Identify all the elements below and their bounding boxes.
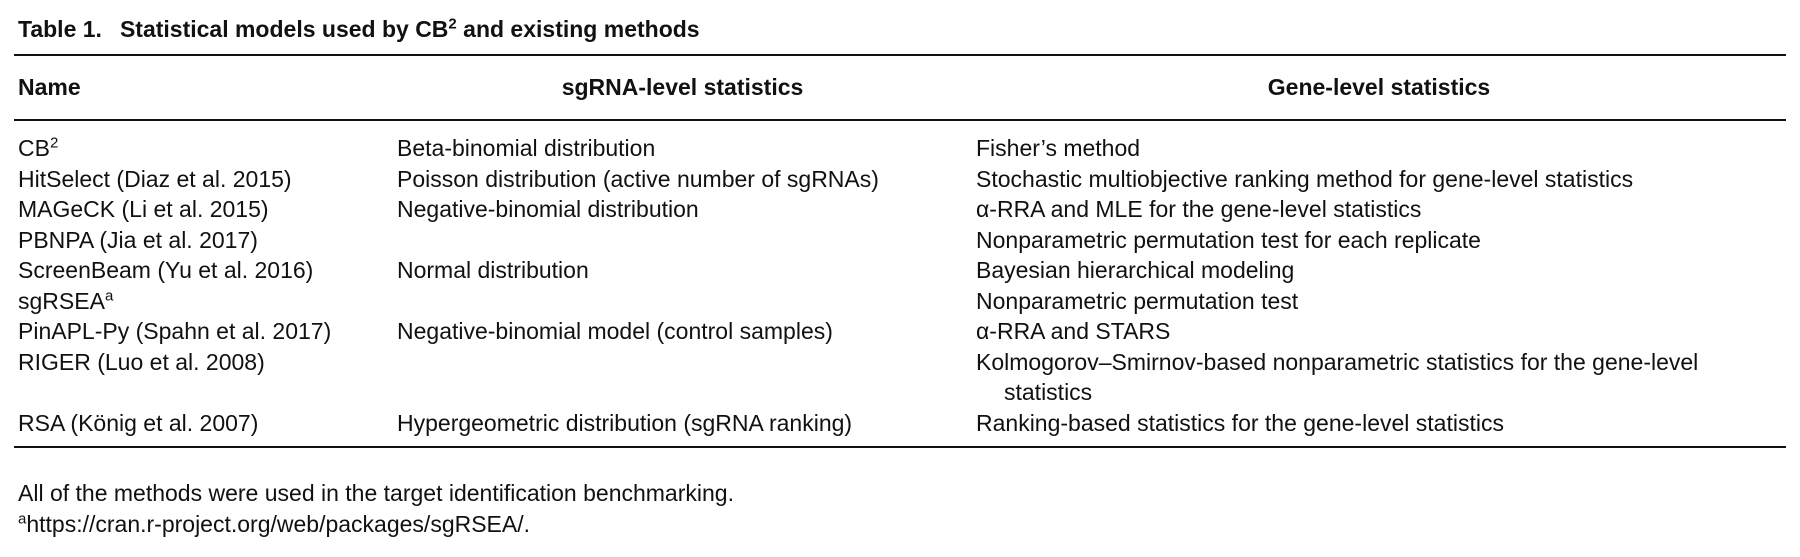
gene-text: Ranking-based statistics for the gene-le… bbox=[976, 409, 1504, 436]
footnote-url: https://cran.r-project.org/web/packages/… bbox=[26, 511, 531, 537]
sgrna-cell bbox=[393, 347, 972, 408]
sgrna-text: Negative-binomial distribution bbox=[397, 196, 699, 222]
title-rest: and existing methods bbox=[456, 16, 700, 42]
header-row: Name sgRNA-level statistics Gene-level s… bbox=[14, 55, 1786, 120]
sgrna-text: Poisson distribution (active number of s… bbox=[397, 165, 879, 192]
sgrna-cell bbox=[393, 286, 972, 317]
table-head: Name sgRNA-level statistics Gene-level s… bbox=[14, 55, 1786, 120]
name-sup: a bbox=[104, 286, 114, 304]
gene-cell: Fisher’s method bbox=[972, 120, 1786, 164]
name-text: RIGER (Luo et al. 2008) bbox=[18, 348, 265, 375]
table-row: HitSelect (Diaz et al. 2015) Poisson dist… bbox=[14, 164, 1786, 195]
footnote: ahttps://cran.r-project.org/web/packages… bbox=[18, 509, 734, 540]
header-cell: Name bbox=[18, 74, 81, 100]
table-row: sgRSEAa Nonparametric permutation test bbox=[14, 286, 1786, 317]
title-sup: 2 bbox=[448, 15, 457, 33]
gene-cell: Ranking-based statistics for the gene-le… bbox=[972, 408, 1786, 448]
gene-text: Stochastic multiobjective ranking method… bbox=[976, 165, 1634, 192]
footnotes: All of the methods were used in the targ… bbox=[18, 478, 734, 540]
table-row: PBNPA (Jia et al. 2017) Nonparametric per… bbox=[14, 225, 1786, 256]
table-row: PinAPL-Py (Spahn et al. 2017) Negative-bi… bbox=[14, 316, 1786, 347]
title-text: Statistical models used by CB2 and exist… bbox=[120, 16, 700, 42]
sgrna-cell: Negative-binomial model (control samples… bbox=[393, 316, 972, 347]
name-text: HitSelect (Diaz et al. 2015) bbox=[18, 165, 292, 192]
sgrna-cell bbox=[393, 225, 972, 256]
name-text: PBNPA (Jia et al. 2017) bbox=[18, 226, 258, 253]
sgrna-cell: Poisson distribution (active number of s… bbox=[393, 164, 972, 195]
name-text: CB bbox=[18, 135, 50, 161]
gene-text: α-RRA and STARS bbox=[976, 318, 1171, 344]
sgrna-text: Beta-binomial distribution bbox=[397, 135, 656, 161]
title-label: Table 1. bbox=[18, 16, 102, 42]
sgrna-cell: Beta-binomial distribution bbox=[393, 120, 972, 164]
name-cell: PBNPA (Jia et al. 2017) bbox=[14, 225, 393, 256]
gene-text: Fisher’s method bbox=[976, 135, 1141, 161]
table-row: ScreenBeam (Yu et al. 2016) Normal distri… bbox=[14, 255, 1786, 286]
gene-cell: α-RRA and STARS bbox=[972, 316, 1786, 347]
name-text: ScreenBeam (Yu et al. 2016) bbox=[18, 257, 314, 283]
header-cell: Gene-level statistics bbox=[1267, 74, 1491, 100]
name-cell: HitSelect (Diaz et al. 2015) bbox=[14, 164, 393, 195]
name-cell: RIGER (Luo et al. 2008) bbox=[14, 347, 393, 408]
gene-text: Nonparametric permutation test bbox=[976, 287, 1299, 314]
table-row: RSA (König et al. 2007) Hypergeometric di… bbox=[14, 408, 1786, 448]
sgrna-text: Normal distribution bbox=[397, 257, 589, 283]
sgrna-cell: Negative-binomial distribution bbox=[393, 194, 972, 225]
name-sup: 2 bbox=[49, 134, 59, 152]
sgrna-cell: Normal distribution bbox=[393, 255, 972, 286]
gene-text: Nonparametric permutation test for each … bbox=[976, 226, 1481, 253]
sgrna-text: Hypergeometric distribution (sgRNA ranki… bbox=[397, 409, 853, 436]
name-cell: CB2 bbox=[14, 120, 393, 164]
footnote-mark: a bbox=[18, 510, 27, 528]
gene-text: α-RRA and MLE for the gene-level statist… bbox=[976, 196, 1422, 222]
name-cell: MAGeCK (Li et al. 2015) bbox=[14, 194, 393, 225]
gene-cell: Kolmogorov–Smirnov-based nonparametric s… bbox=[972, 347, 1786, 408]
footnote: All of the methods were used in the targ… bbox=[18, 480, 734, 506]
title-main: Statistical models used by CB bbox=[119, 16, 449, 42]
table-row: CB2 Beta-binomial distribution Fisher’s me… bbox=[14, 120, 1786, 164]
table-title: Table 1. Statistical models used by CB2 a… bbox=[18, 16, 700, 43]
gene-cell: Nonparametric permutation test bbox=[972, 286, 1786, 317]
table-body: CB2 Beta-binomial distribution Fisher’s me… bbox=[14, 120, 1786, 447]
header-cell: sgRNA-level statistics bbox=[561, 74, 804, 100]
name-text: sgRSEA bbox=[18, 287, 105, 314]
gene-cell: Bayesian hierarchical modeling bbox=[972, 255, 1786, 286]
gene-cell: Stochastic multiobjective ranking method… bbox=[972, 164, 1786, 195]
name-cell: sgRSEAa bbox=[14, 286, 393, 317]
gene-cell: α-RRA and MLE for the gene-level statist… bbox=[972, 194, 1786, 225]
name-cell: PinAPL-Py (Spahn et al. 2017) bbox=[14, 316, 393, 347]
name-text: PinAPL-Py (Spahn et al. 2017) bbox=[18, 318, 332, 344]
table: Name sgRNA-level statistics Gene-level s… bbox=[14, 54, 1786, 448]
table-row: RIGER (Luo et al. 2008) Kolmogorov–Smirno… bbox=[14, 347, 1786, 408]
gene-cell: Nonparametric permutation test for each … bbox=[972, 225, 1786, 256]
name-cell: RSA (König et al. 2007) bbox=[14, 408, 393, 448]
gene-text: Kolmogorov–Smirnov-based nonparametric s… bbox=[976, 348, 1699, 406]
name-cell: ScreenBeam (Yu et al. 2016) bbox=[14, 255, 393, 286]
sgrna-cell: Hypergeometric distribution (sgRNA ranki… bbox=[393, 408, 972, 448]
sgrna-text: Negative-binomial model (control samples… bbox=[397, 318, 833, 344]
table-row: MAGeCK (Li et al. 2015) Negative-binomial… bbox=[14, 194, 1786, 225]
name-text: MAGeCK (Li et al. 2015) bbox=[18, 196, 269, 222]
name-text: RSA (König et al. 2007) bbox=[18, 409, 259, 436]
gene-text: Bayesian hierarchical modeling bbox=[976, 257, 1295, 283]
